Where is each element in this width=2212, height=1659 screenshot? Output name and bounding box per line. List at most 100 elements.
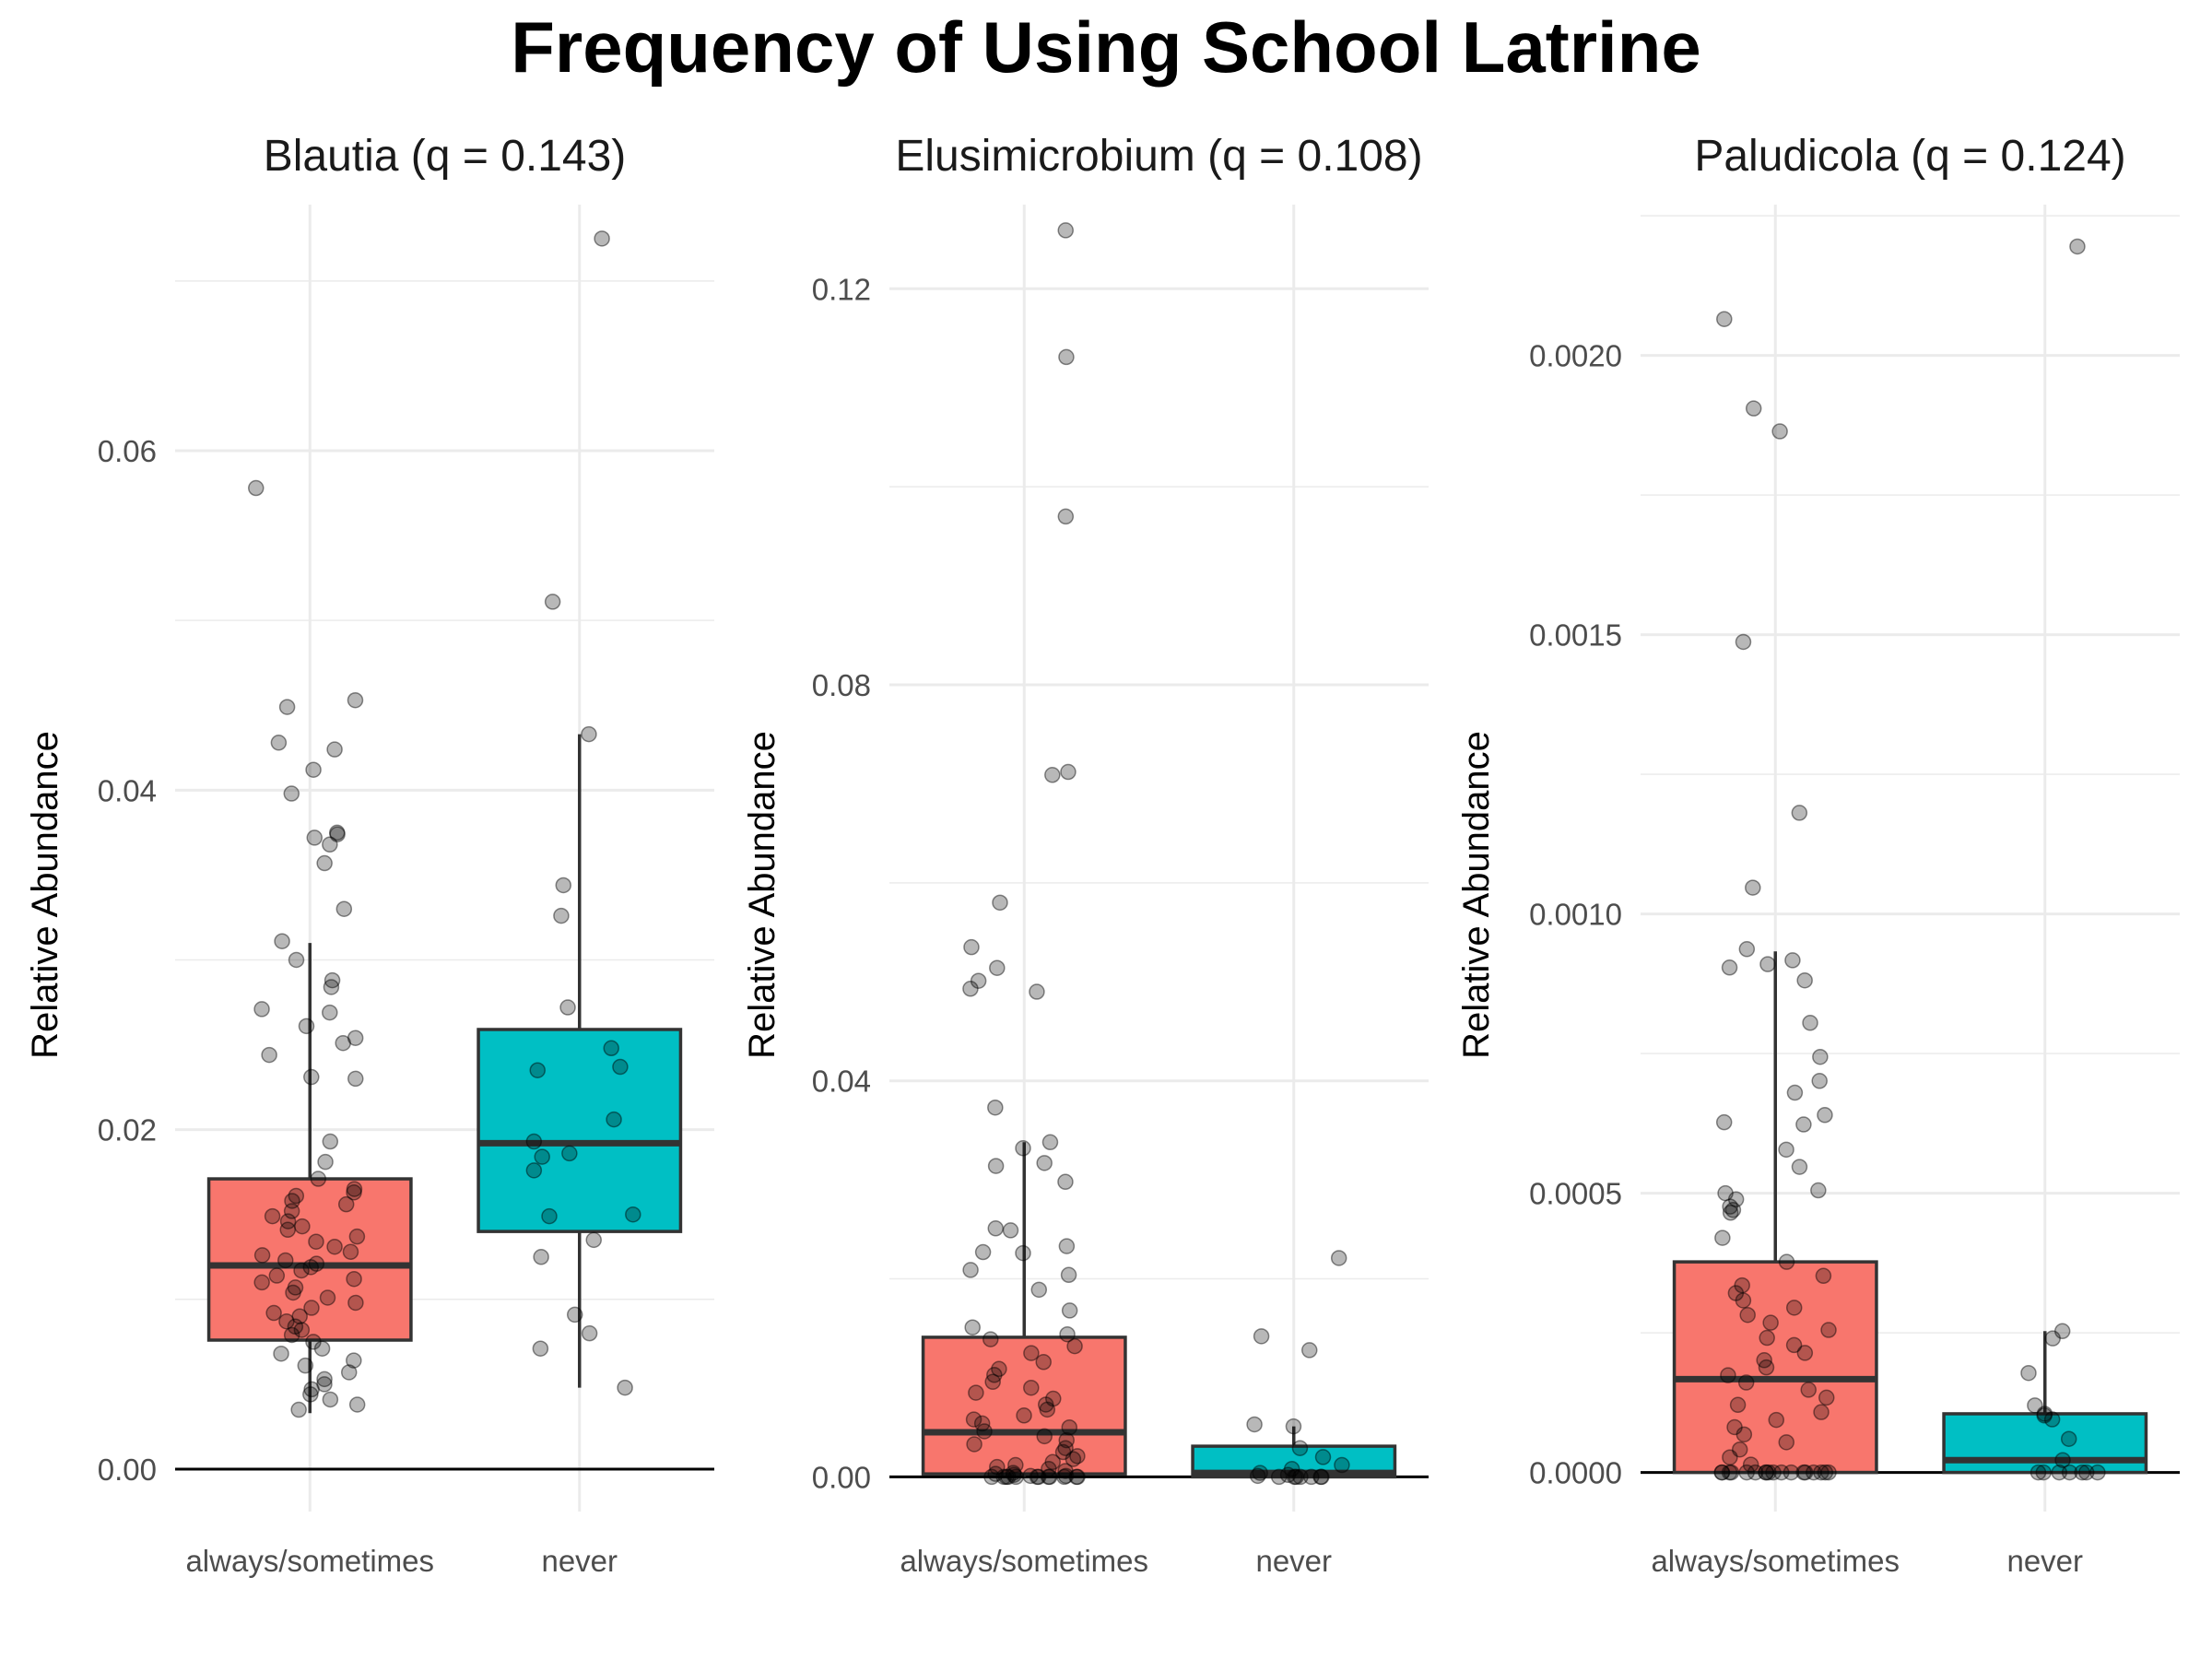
data-point: [319, 1289, 336, 1306]
data-point: [313, 1340, 331, 1357]
data-point: [1759, 1329, 1775, 1347]
data-point: [2077, 1464, 2095, 1481]
data-point: [308, 1233, 324, 1250]
data-point: [1044, 767, 1061, 783]
data-point: [987, 1158, 1005, 1174]
data-point: [617, 1379, 633, 1396]
data-point: [555, 877, 572, 894]
data-point: [285, 1284, 301, 1301]
data-point: [1771, 423, 1788, 440]
y-axis-title: Relative Abundance: [25, 731, 65, 1059]
data-point: [346, 1270, 362, 1288]
data-point: [962, 1262, 979, 1278]
data-point: [322, 1391, 339, 1408]
data-point: [1729, 1396, 1747, 1414]
data-point: [998, 1468, 1015, 1486]
data-point: [1045, 1390, 1062, 1407]
data-point: [270, 735, 288, 751]
data-point: [1036, 1428, 1053, 1445]
data-point: [1057, 508, 1075, 525]
data-point: [305, 1334, 322, 1350]
data-point: [303, 1068, 320, 1086]
data-point: [2027, 1397, 2043, 1414]
data-point: [1721, 1464, 1738, 1481]
data-point: [1726, 1418, 1743, 1436]
data-point: [984, 1373, 1001, 1391]
data-point: [2054, 1452, 2071, 1468]
data-point: [1270, 1468, 1288, 1486]
data-point: [553, 907, 570, 924]
data-point: [1716, 311, 1733, 327]
data-point: [1022, 1467, 1039, 1485]
data-point: [2061, 1464, 2078, 1481]
data-point: [346, 1184, 362, 1201]
data-point: [1817, 1464, 1834, 1481]
data-point: [276, 1252, 294, 1269]
data-point: [1722, 1205, 1739, 1221]
data-point: [1069, 1468, 1086, 1486]
data-point: [1029, 983, 1045, 1000]
data-point: [966, 1436, 982, 1453]
data-point: [989, 959, 1006, 976]
y-tick-label: 0.02: [98, 1113, 157, 1147]
data-point: [2074, 1464, 2090, 1481]
y-tick-label: 0.00: [98, 1453, 157, 1487]
data-point: [1802, 1015, 1818, 1031]
data-point: [1060, 763, 1077, 781]
data-point: [1738, 1464, 1755, 1481]
data-point: [342, 1243, 359, 1260]
data-point: [1758, 1464, 1774, 1481]
data-point: [1288, 1468, 1305, 1486]
data-point: [1030, 1468, 1047, 1486]
data-point: [1818, 1389, 1835, 1406]
data-point: [1002, 1222, 1019, 1239]
data-point: [1249, 1467, 1266, 1485]
data-point: [544, 594, 561, 610]
data-point: [532, 1340, 549, 1357]
data-point: [303, 1381, 320, 1398]
data-point: [1044, 1453, 1061, 1471]
data-point: [1756, 1352, 1772, 1369]
data-point: [1057, 1173, 1074, 1191]
data-point: [1029, 1468, 1046, 1486]
data-point: [1784, 952, 1801, 969]
box-never: [477, 1028, 683, 1233]
data-point: [1037, 1396, 1054, 1413]
data-point: [1065, 1451, 1082, 1467]
data-point: [303, 1300, 320, 1316]
data-point: [290, 1401, 307, 1418]
data-point: [1023, 1379, 1040, 1396]
data-point: [1015, 1140, 1031, 1157]
data-point: [1285, 1418, 1302, 1435]
data-point: [1041, 1461, 1057, 1477]
data-point: [1720, 1367, 1736, 1383]
data-point: [288, 951, 305, 969]
data-point: [962, 981, 979, 997]
data-point: [1747, 1464, 1764, 1481]
data-point: [1041, 1468, 1058, 1486]
data-point: [322, 1004, 338, 1021]
box-always-sometimes: [206, 1177, 413, 1342]
data-point: [1292, 1468, 1309, 1486]
y-tick-label: 0.12: [812, 272, 871, 306]
data-point: [1820, 1322, 1837, 1338]
data-point: [561, 1145, 578, 1162]
data-point: [248, 479, 265, 497]
data-point: [2069, 238, 2086, 255]
data-point: [1742, 1456, 1759, 1473]
data-point: [1760, 1464, 1777, 1481]
data-point: [297, 1357, 314, 1374]
x-tick-label: never: [541, 1544, 618, 1578]
box-always-sometimes: [1672, 1260, 1878, 1475]
data-point: [1745, 400, 1762, 417]
data-point: [1791, 805, 1808, 821]
data-point: [1069, 1448, 1086, 1465]
data-point: [337, 1195, 355, 1213]
data-point: [1246, 1416, 1263, 1433]
data-point: [1773, 1464, 1790, 1481]
x-tick-label: always/sometimes: [900, 1544, 1148, 1578]
data-point: [335, 1034, 351, 1052]
data-point: [287, 1318, 304, 1335]
data-point: [533, 1249, 549, 1265]
